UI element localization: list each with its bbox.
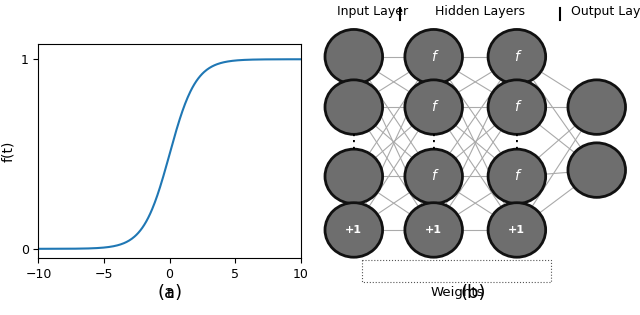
Y-axis label: f(t): f(t) <box>1 140 15 162</box>
Circle shape <box>488 203 546 257</box>
Text: +1: +1 <box>508 225 525 235</box>
Text: ⋮: ⋮ <box>345 133 363 151</box>
Text: (b): (b) <box>461 284 486 302</box>
Circle shape <box>405 149 463 204</box>
Text: ⋮: ⋮ <box>425 133 443 151</box>
Text: f: f <box>515 50 519 64</box>
Text: f: f <box>431 50 436 64</box>
Circle shape <box>405 80 463 135</box>
Circle shape <box>325 80 383 135</box>
Text: f: f <box>431 100 436 114</box>
Text: +1: +1 <box>346 225 362 235</box>
Text: Output Layer: Output Layer <box>571 4 640 18</box>
Circle shape <box>568 143 625 198</box>
Circle shape <box>325 203 383 257</box>
Circle shape <box>488 29 546 84</box>
Text: Weights: Weights <box>430 286 484 299</box>
Text: +1: +1 <box>425 225 442 235</box>
Circle shape <box>405 203 463 257</box>
Text: ⋮: ⋮ <box>508 133 526 151</box>
X-axis label: t: t <box>167 287 172 301</box>
Text: f: f <box>515 169 519 183</box>
Circle shape <box>325 149 383 204</box>
Text: f: f <box>431 169 436 183</box>
Circle shape <box>568 80 625 135</box>
Text: Input Layer: Input Layer <box>337 4 408 18</box>
Text: f: f <box>515 100 519 114</box>
Circle shape <box>325 29 383 84</box>
Circle shape <box>488 149 546 204</box>
Text: (a): (a) <box>157 284 182 302</box>
Circle shape <box>405 29 463 84</box>
Circle shape <box>488 80 546 135</box>
Text: Hidden Layers: Hidden Layers <box>435 4 525 18</box>
